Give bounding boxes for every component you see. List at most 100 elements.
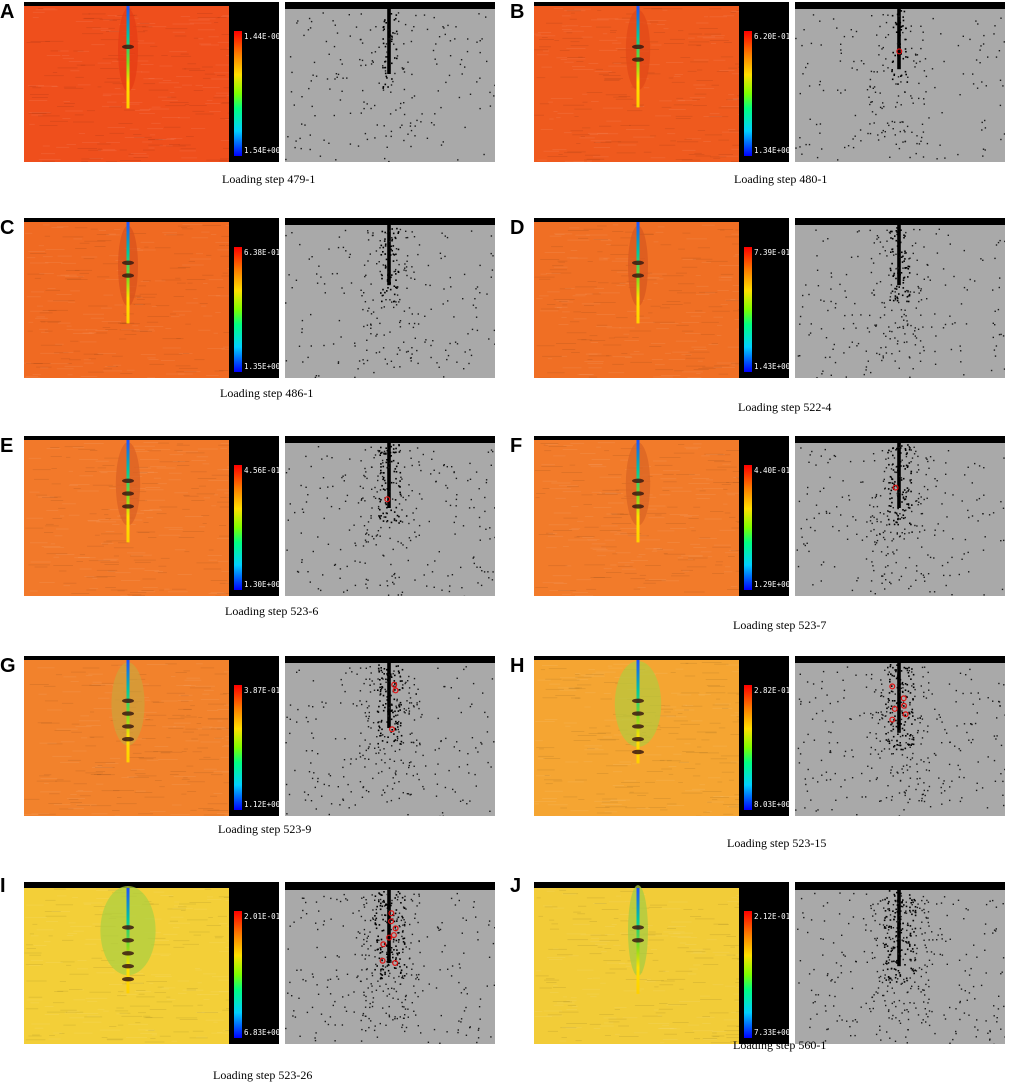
texture-streak (66, 457, 70, 458)
micro-crack (438, 718, 439, 719)
micro-crack (889, 748, 890, 749)
texture-streak (693, 444, 701, 445)
micro-crack (367, 707, 368, 708)
texture-streak (613, 764, 631, 765)
texture-streak (36, 495, 47, 496)
micro-crack (964, 553, 965, 554)
texture-streak (38, 667, 55, 668)
texture-streak (215, 674, 227, 675)
texture-streak (198, 330, 210, 331)
micro-crack (880, 241, 881, 242)
texture-streak (150, 135, 155, 136)
micro-crack (478, 13, 479, 14)
texture-streak (728, 693, 739, 694)
micro-crack (862, 796, 863, 797)
texture-streak (718, 140, 729, 141)
texture-streak (148, 145, 163, 146)
micro-crack (901, 252, 903, 254)
texture-streak (56, 729, 77, 730)
texture-streak (99, 230, 106, 231)
texture-streak (545, 775, 550, 776)
micro-crack (382, 479, 384, 481)
micro-crack (897, 515, 899, 517)
texture-streak (575, 673, 580, 674)
texture-streak (591, 101, 599, 102)
micro-crack (315, 787, 316, 788)
texture-streak (539, 39, 554, 40)
micro-crack (402, 69, 403, 70)
texture-streak (591, 20, 609, 21)
texture-streak (548, 536, 563, 537)
micro-crack (364, 766, 365, 767)
texture-streak (593, 156, 609, 157)
texture-streak (596, 326, 612, 327)
micro-crack (363, 108, 364, 109)
micro-crack (903, 702, 904, 703)
texture-streak (594, 147, 610, 148)
texture-streak (222, 34, 229, 35)
micro-crack (398, 731, 399, 732)
micro-crack (419, 244, 420, 245)
micro-crack (994, 258, 995, 259)
micro-crack (929, 770, 930, 771)
micro-crack (982, 513, 983, 514)
texture-streak (90, 450, 97, 451)
micro-crack (455, 342, 456, 343)
texture-streak (88, 674, 103, 675)
micro-crack (380, 466, 382, 468)
micro-crack (902, 268, 903, 269)
texture-streak (190, 259, 211, 260)
texture-streak (68, 760, 81, 761)
micro-crack (835, 773, 836, 774)
texture-streak (56, 529, 69, 530)
micro-crack (983, 495, 984, 496)
micro-crack (911, 671, 912, 672)
texture-streak (24, 363, 31, 364)
micro-crack (401, 735, 403, 737)
micro-crack (475, 747, 476, 748)
micro-crack (393, 670, 394, 671)
micro-crack (381, 275, 383, 277)
micro-crack (491, 465, 492, 466)
texture-streak (208, 719, 228, 720)
micro-crack (885, 459, 886, 460)
micro-crack (439, 36, 440, 37)
micro-crack (915, 344, 916, 345)
texture-streak (723, 804, 739, 805)
micro-crack (409, 687, 410, 688)
micro-crack (440, 107, 441, 108)
texture-streak (562, 26, 567, 27)
micro-crack (379, 501, 381, 503)
micro-crack (402, 521, 403, 522)
texture-streak (725, 237, 739, 238)
texture-streak (221, 757, 229, 758)
micro-crack (315, 718, 316, 719)
micro-crack (877, 506, 878, 507)
micro-crack (844, 147, 845, 148)
micro-crack (400, 477, 401, 478)
micro-crack (891, 502, 893, 504)
micro-crack (903, 514, 905, 516)
micro-crack (987, 807, 988, 808)
texture-streak (65, 366, 83, 367)
micro-crack (318, 588, 319, 589)
texture-streak (678, 782, 683, 783)
micro-crack (424, 316, 425, 317)
micro-crack (393, 733, 395, 735)
texture-streak (612, 43, 621, 44)
micro-crack (389, 463, 390, 464)
micro-crack (913, 674, 915, 676)
micro-crack (394, 73, 395, 74)
micro-crack (897, 272, 899, 274)
micro-crack (918, 800, 919, 801)
micro-crack (909, 258, 910, 259)
micro-crack (327, 486, 328, 487)
micro-crack (300, 485, 301, 486)
micro-crack (409, 323, 410, 324)
micro-crack (472, 329, 473, 330)
micro-crack (393, 673, 394, 674)
micro-crack (903, 809, 904, 810)
micro-crack (885, 566, 886, 567)
micro-crack (371, 313, 372, 314)
micro-crack (883, 333, 884, 334)
